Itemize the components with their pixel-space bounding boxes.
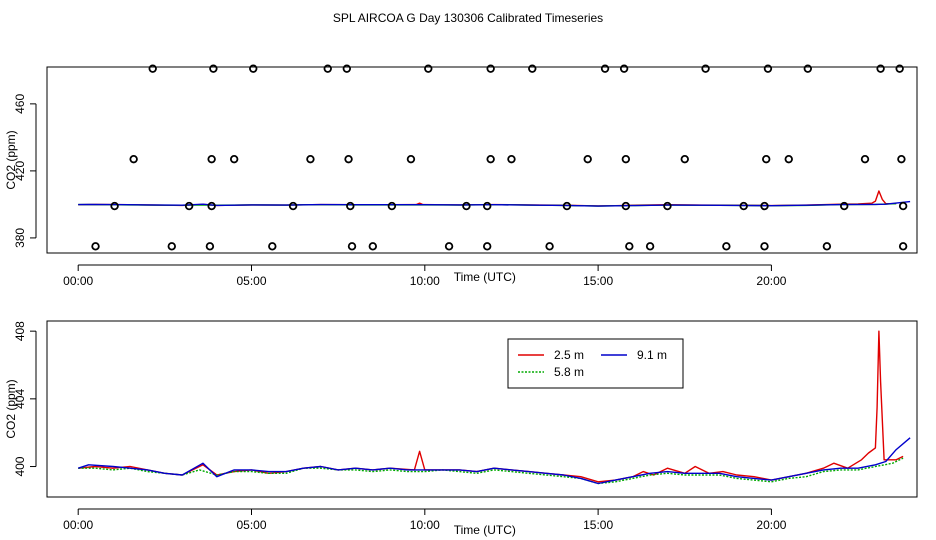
calibration-point [342,64,352,73]
calibration-point [895,64,904,73]
calibration-point [288,201,298,211]
calibration-point [110,201,119,211]
calibration-point [207,201,216,211]
calibration-point [344,154,353,164]
y-tick-label: 460 [13,94,27,114]
calibration-point [621,201,631,211]
calibration-point [207,154,216,164]
top-panel-y-axis-label: CO2 (ppm) [4,130,18,189]
y-tick-label: 420 [13,161,27,181]
calibration-point [346,201,355,211]
x-tick-label: 20:00 [756,274,786,288]
calibration-point [760,201,769,211]
calibration-point [763,64,773,73]
calibration-point [600,64,610,73]
top-panel-marks: 00:00 05:00 10:00 15:00 20:00 380 420 460 [13,64,918,288]
calibration-point [482,242,492,251]
calibration-point [701,64,710,73]
y-tick-label: 380 [13,228,27,248]
calibration-point [625,242,634,251]
calibration-point [209,64,218,73]
calibration-point [387,201,397,211]
x-tick-label: 15:00 [583,274,613,288]
calibration-point [306,154,315,164]
x-tick-label: 00:00 [63,518,93,532]
calibration-point [876,64,885,73]
top-panel-calibrated-timeseries: 00:00 05:00 10:00 15:00 20:00 380 420 460 Time … [4,64,918,288]
x-tick-label: 00:00 [63,274,93,288]
bottom-panel-y-axis-label: CO2 (ppm) [4,379,18,438]
calibration-point [486,64,495,73]
chart-legend: 2.5 m 9.1 m 5.8 m [507,338,684,389]
x-tick-label: 15:00 [583,518,613,532]
calibration-point [347,242,357,251]
bottom-panel-marks: 00:00 05:00 10:00 15:00 20:00 400 404 408 [13,320,918,532]
calibration-point [528,64,537,73]
plot-frame [46,66,918,254]
calibration-point [406,154,416,164]
calibration-point [368,242,378,251]
calibration-point [840,201,849,211]
calibration-point [229,154,239,164]
calibration-point [486,154,495,164]
legend-label: 5.8 m [554,365,584,379]
x-tick-label: 05:00 [236,274,266,288]
calibration-point [205,242,215,251]
y-tick-label: 408 [13,321,27,341]
calibration-point [507,154,516,164]
calibration-point [898,242,908,251]
calibration-point [249,64,258,73]
calibration-point [739,201,748,211]
calibration-point [482,201,492,211]
calibration-point [621,154,631,164]
legend-label: 9.1 m [637,348,667,362]
series-line-5-8-mm [78,457,904,485]
calibration-point [645,242,655,251]
top-panel-x-axis-label: Time (UTC) [454,270,516,284]
calibration-point [619,64,629,73]
legend-label: 2.5 m [554,348,584,362]
calibration-point [784,154,793,164]
plot-frame [46,320,918,498]
calibration-point [545,242,554,251]
bottom-panel-x-axis-label: Time (UTC) [454,523,516,537]
figure-title: SPL AIRCOA G Day 130306 Calibrated Times… [333,11,603,25]
x-tick-label: 10:00 [410,274,440,288]
x-tick-label: 05:00 [236,518,266,532]
legend-box [507,338,684,389]
calibration-point [167,242,176,251]
calibration-point [148,64,157,73]
calibration-point [323,64,332,73]
calibration-point [680,154,689,164]
calibration-point [91,242,100,251]
calibration-point [129,154,138,164]
series-line-9-1-mm [77,437,911,485]
calibration-point [898,201,908,211]
calibration-point [663,201,672,211]
calibration-point [444,242,454,251]
calibration-point [583,154,592,164]
calibration-point [897,154,906,164]
calibration-point [822,242,832,251]
y-tick-label: 404 [13,389,27,409]
calibration-point [722,242,731,251]
calibration-point [424,64,433,73]
bottom-panel-tower-levels: 00:00 05:00 10:00 15:00 20:00 400 404 408 Time … [4,320,918,537]
calibration-point [462,201,471,211]
x-tick-label: 20:00 [756,518,786,532]
y-tick-label: 400 [13,456,27,476]
calibration-point [762,154,771,164]
calibration-point [860,154,870,164]
x-tick-label: 10:00 [410,518,440,532]
calibration-point [760,242,769,251]
series-line-2-5-mm [78,330,904,483]
calibration-point [184,201,194,211]
calibration-point [268,242,277,251]
calibration-point [562,201,572,211]
calibration-point [803,64,813,73]
